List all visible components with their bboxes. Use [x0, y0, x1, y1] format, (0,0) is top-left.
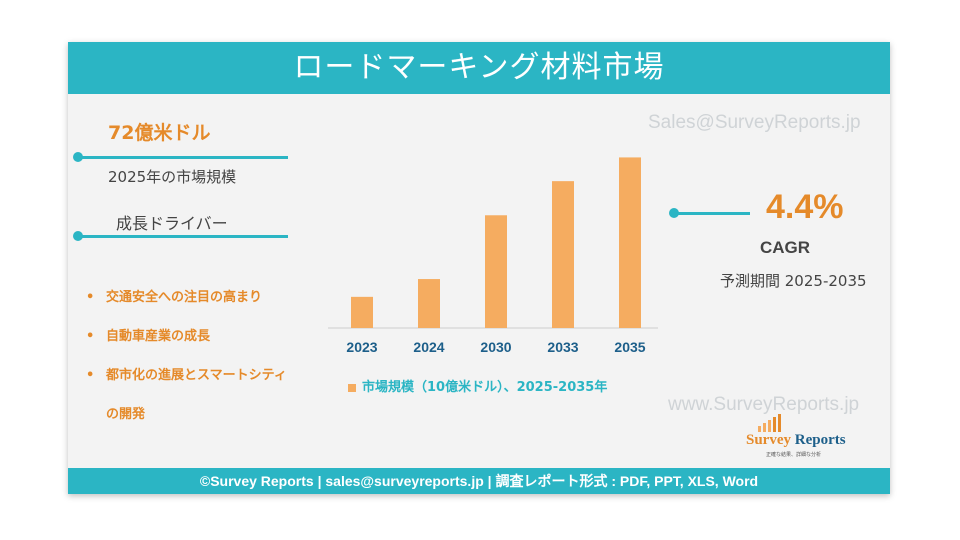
logo-tagline: 正確な結果、詳細な分析 — [766, 452, 822, 458]
connector-line — [674, 212, 750, 215]
market-value: 72億米ドル — [108, 122, 211, 144]
x-tick-label: 2030 — [480, 339, 511, 355]
drivers-list: 交通安全への注目の高まり 自動車産業の成長 都市化の進展とスマートシティ の開発 — [86, 278, 336, 434]
logo-name: Survey Reports — [746, 432, 846, 449]
bar-2030 — [485, 215, 507, 328]
logo-bars-icon — [758, 414, 781, 432]
driver-item: 交通安全への注目の高まり — [86, 278, 336, 317]
page-title: ロードマーキング材料市場 — [68, 42, 890, 94]
bar-2023 — [351, 296, 373, 328]
x-tick-label: 2023 — [346, 339, 377, 355]
legend-swatch — [348, 383, 356, 392]
logo-name-part2: Reports — [791, 432, 846, 448]
infographic-card: ロードマーキング材料市場 ©Survey Reports | sales@sur… — [68, 42, 890, 494]
drivers-heading: 成長ドライバー — [116, 214, 228, 233]
cagr-value: 4.4% — [766, 188, 844, 226]
driver-item-continued: の開発 — [106, 407, 146, 422]
connector-line — [78, 156, 288, 159]
forecast-period: 予測期間 2025-2035 — [720, 272, 867, 290]
footer-bar: ©Survey Reports | sales@surveyreports.jp… — [68, 468, 890, 494]
cagr-label: CAGR — [760, 238, 811, 257]
bar-2024 — [418, 279, 440, 328]
connector-line — [78, 235, 288, 238]
watermark-url: www.SurveyReports.jp — [668, 394, 860, 415]
chart-legend: 市場規模（10億米ドル）、2025-2035年 — [348, 376, 607, 395]
survey-reports-logo: Survey Reports 正確な結果、詳細な分析 — [746, 414, 866, 458]
logo-name-part1: Survey — [746, 432, 791, 448]
driver-item: 自動車産業の成長 — [86, 317, 336, 356]
x-tick-label: 2033 — [547, 339, 578, 355]
market-value-caption: 2025年の市場規模 — [108, 168, 237, 186]
watermark-email: Sales@SurveyReports.jp — [648, 112, 861, 133]
x-tick-label: 2035 — [614, 339, 645, 355]
bar-2035 — [619, 157, 641, 328]
bar-2033 — [552, 181, 574, 328]
legend-label: 市場規模（10億米ドル）、2025-2035年 — [362, 380, 608, 395]
x-tick-label: 2024 — [413, 339, 444, 355]
driver-item: 都市化の進展とスマートシティ — [86, 356, 336, 395]
